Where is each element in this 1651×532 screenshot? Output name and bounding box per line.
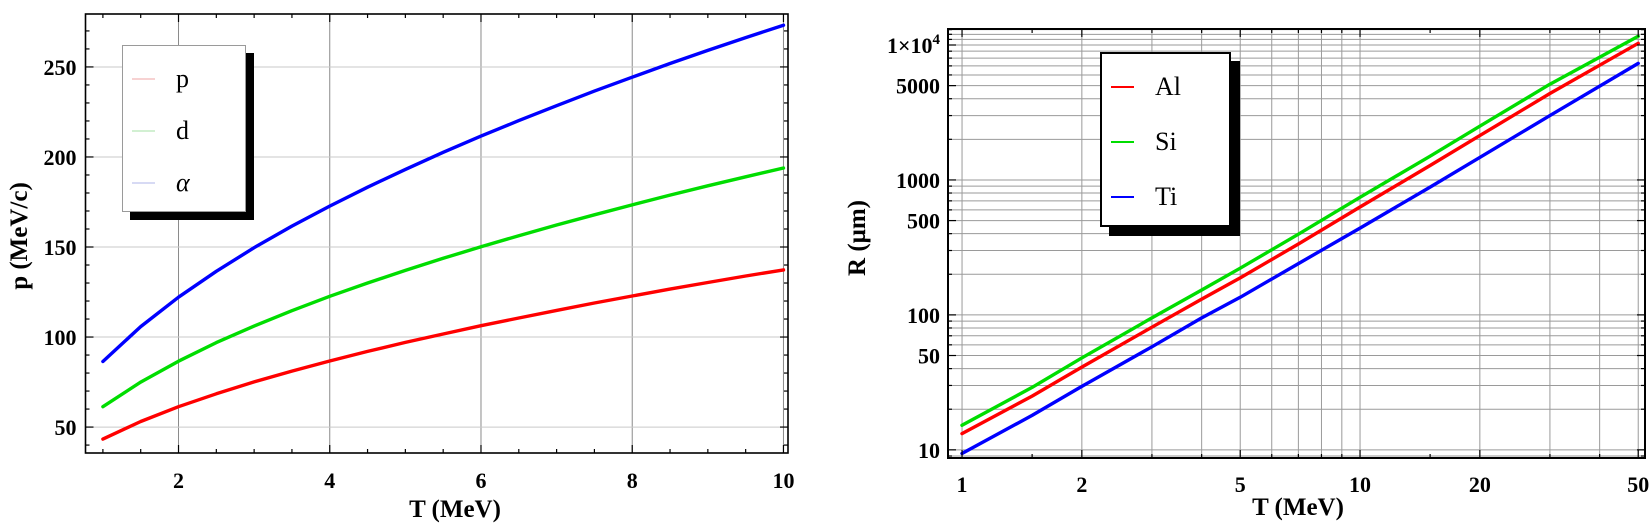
x-tick-label: 20 [1469, 472, 1491, 497]
y-tick-label: 50 [918, 344, 940, 369]
x-tick-label: 50 [1627, 472, 1649, 497]
legend-item-alpha: α [123, 168, 245, 198]
aluminum-line-swatch [1111, 86, 1134, 88]
x-tick-label: 2 [1076, 472, 1087, 497]
x-tick-label: 1 [957, 472, 968, 497]
y-tick-label: 1×104 [887, 32, 941, 58]
x-tick-label: 4 [324, 468, 335, 493]
legend-label-deuteron: d [176, 116, 189, 145]
legend-label-silicon: Si [1155, 127, 1177, 156]
titanium-line-swatch [1111, 196, 1134, 198]
x-tick-label: 10 [772, 468, 794, 493]
plot-frame [84, 13, 789, 454]
legend-item-deuteron: d [123, 116, 245, 146]
y-tick-label: 100 [907, 303, 940, 328]
range-plot-svg: 1 2 5 10 20 50 10 50 100 500 1000 5000 1×104 [887, 28, 1649, 497]
y-tick-label: 200 [44, 145, 77, 170]
y-tick-label: 100 [44, 325, 77, 350]
momentum-legend: p d α [122, 45, 246, 212]
momentum-x-axis-label: T (MeV) [409, 496, 501, 523]
legend-item-proton: p [123, 64, 245, 94]
x-tick-label: 8 [627, 468, 638, 493]
range-y-axis-label: R (μm) [844, 200, 871, 276]
curve-d [101, 166, 786, 409]
plot-frame [947, 28, 1646, 459]
y-tick-label: 1000 [896, 168, 940, 193]
legend-item-titanium: Ti [1102, 182, 1229, 212]
curve-Al [960, 41, 1640, 436]
range-x-axis-label: T (MeV) [1252, 494, 1344, 521]
x-tick-label: 2 [173, 468, 184, 493]
range-legend: Al Si Ti [1100, 52, 1231, 227]
curve-Ti [960, 61, 1640, 456]
curve-Si [960, 34, 1640, 427]
x-tick-label: 5 [1235, 472, 1246, 497]
curve-p [101, 268, 786, 441]
legend-item-silicon: Si [1102, 127, 1229, 157]
legend-label-titanium: Ti [1155, 182, 1178, 211]
x-tick-label: 6 [475, 468, 486, 493]
momentum-plot-svg: 2 4 6 8 10 50 100 150 200 250 [44, 13, 794, 493]
proton-line-swatch [132, 78, 155, 80]
curve-alpha [101, 23, 786, 364]
y-tick-label: 50 [55, 415, 77, 440]
silicon-line-swatch [1111, 141, 1134, 143]
deuteron-line-swatch [132, 130, 155, 132]
alpha-line-swatch [132, 182, 155, 184]
x-tick-label: 10 [1349, 472, 1371, 497]
y-tick-label: 150 [44, 235, 77, 260]
y-tick-label: 5000 [896, 74, 940, 99]
legend-label-proton: p [176, 64, 189, 93]
momentum-y-axis-label: p (MeV/c) [6, 182, 33, 290]
legend-item-aluminum: Al [1102, 72, 1229, 102]
legend-label-aluminum: Al [1155, 72, 1181, 101]
legend-label-alpha: α [176, 168, 190, 197]
y-tick-label: 500 [907, 209, 940, 234]
y-tick-label: 10 [918, 438, 940, 463]
y-tick-label: 250 [44, 55, 77, 80]
